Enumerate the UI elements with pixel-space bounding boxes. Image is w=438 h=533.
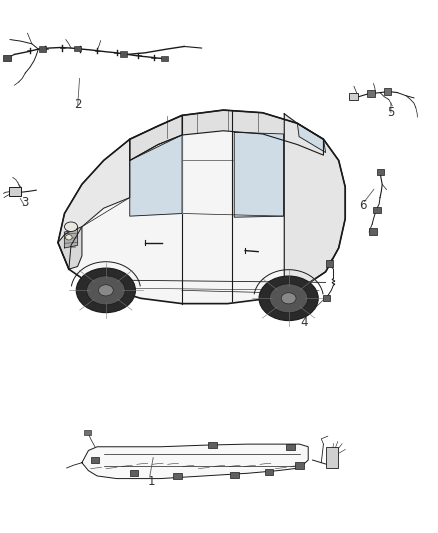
Bar xyxy=(349,93,358,100)
Bar xyxy=(377,169,385,175)
Bar xyxy=(130,470,138,477)
Polygon shape xyxy=(130,110,323,160)
Text: 3: 3 xyxy=(21,196,29,209)
Text: 4: 4 xyxy=(300,316,307,329)
Ellipse shape xyxy=(269,284,308,313)
Bar xyxy=(9,188,21,196)
Polygon shape xyxy=(82,444,308,479)
Polygon shape xyxy=(58,139,130,269)
Bar xyxy=(120,51,127,56)
Bar xyxy=(384,88,391,95)
Bar xyxy=(325,447,338,468)
Ellipse shape xyxy=(281,293,296,304)
Polygon shape xyxy=(284,114,345,296)
Bar xyxy=(295,462,304,469)
Bar xyxy=(369,228,377,235)
Bar xyxy=(265,469,273,475)
Ellipse shape xyxy=(64,222,78,231)
Ellipse shape xyxy=(87,276,125,305)
Bar xyxy=(367,91,375,97)
Polygon shape xyxy=(130,115,182,160)
Ellipse shape xyxy=(76,268,135,313)
Bar xyxy=(325,260,333,266)
Text: 1: 1 xyxy=(148,475,155,488)
Text: 6: 6 xyxy=(359,199,366,212)
Bar xyxy=(173,473,182,479)
Bar xyxy=(161,56,168,61)
Bar xyxy=(39,46,46,52)
Text: 2: 2 xyxy=(74,98,81,111)
Bar xyxy=(3,55,11,61)
Bar xyxy=(322,295,330,301)
Bar xyxy=(373,207,381,214)
Bar xyxy=(84,430,91,434)
Polygon shape xyxy=(130,135,182,216)
Bar xyxy=(91,457,99,463)
Ellipse shape xyxy=(66,235,72,240)
Polygon shape xyxy=(64,229,78,248)
Ellipse shape xyxy=(259,276,318,320)
Polygon shape xyxy=(58,110,345,304)
Polygon shape xyxy=(234,132,283,217)
Text: 5: 5 xyxy=(387,106,395,119)
Polygon shape xyxy=(297,123,325,152)
Bar xyxy=(74,46,81,51)
Ellipse shape xyxy=(99,285,113,296)
Bar xyxy=(208,442,217,448)
Polygon shape xyxy=(58,227,82,269)
Bar xyxy=(286,443,295,450)
Bar xyxy=(230,472,239,478)
